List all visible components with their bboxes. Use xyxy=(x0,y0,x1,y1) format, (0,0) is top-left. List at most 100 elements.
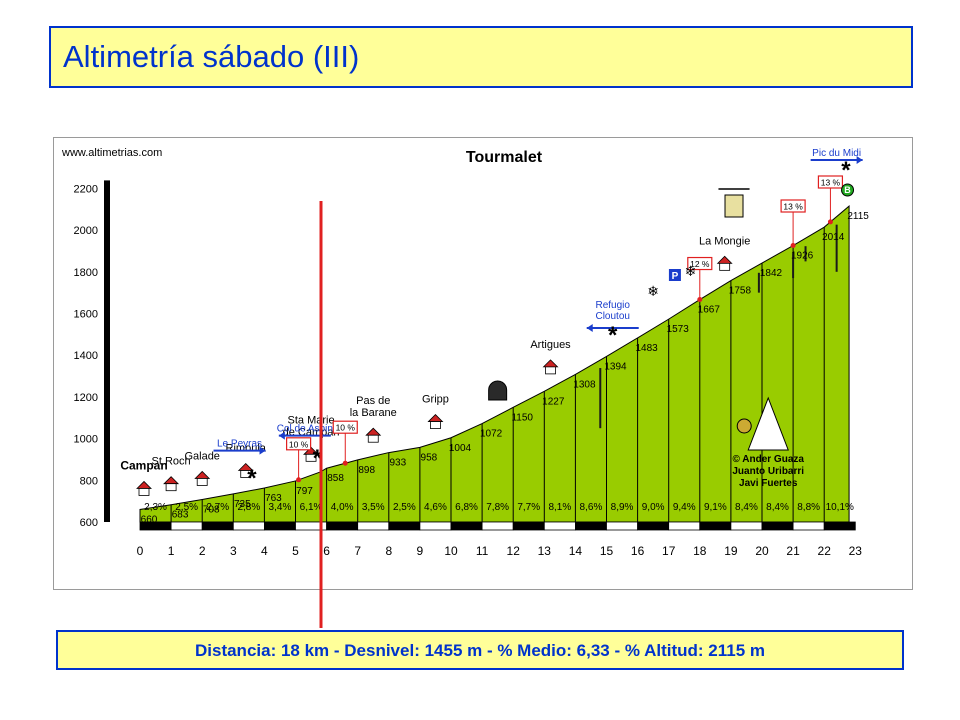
altitude-label: 958 xyxy=(421,452,438,463)
altitude-label: 858 xyxy=(327,473,344,484)
y-tick-label: 1000 xyxy=(74,434,98,446)
direction-arrow-head xyxy=(856,156,863,164)
grade-badge-dot xyxy=(790,243,796,249)
altitude-label: 735 xyxy=(234,499,251,510)
house-body-icon xyxy=(138,488,150,496)
house-icon xyxy=(365,427,382,443)
altitude-label: 1072 xyxy=(480,429,503,440)
altitude-label: 898 xyxy=(358,465,375,476)
viewpoint-asterisk-icon: * xyxy=(608,322,618,349)
altitude-label: 1573 xyxy=(667,324,690,335)
summary-text: Distancia: 18 km - Desnivel: 1455 m - % … xyxy=(194,641,765,660)
x-tick-label: 12 xyxy=(507,544,521,558)
x-tick-label: 7 xyxy=(354,544,361,558)
y-tick-label: 1800 xyxy=(74,267,98,279)
house-icon xyxy=(716,255,733,271)
viewpoint-asterisk-icon: * xyxy=(313,445,323,472)
place-label: Pas de xyxy=(356,395,390,407)
parking-icon-letter: P xyxy=(672,271,679,282)
altitude-label: 683 xyxy=(172,510,189,521)
elevation-profile-area xyxy=(139,205,850,523)
x-tick-label: 6 xyxy=(323,544,330,558)
x-tick-label: 18 xyxy=(693,544,707,558)
gradient-label: 2,7% xyxy=(206,502,229,513)
direction-label: Refugio xyxy=(595,300,630,311)
gradient-label: 2,8% xyxy=(237,502,260,513)
gradient-label: 8,9% xyxy=(611,502,634,513)
house-body-icon xyxy=(430,421,441,429)
gradient-label: 4,6% xyxy=(424,502,447,513)
x-tick-label: 20 xyxy=(755,544,769,558)
place-label: Sta Marie xyxy=(288,414,335,426)
y-tick-label: 1600 xyxy=(74,309,98,321)
gradient-label: 6,8% xyxy=(455,502,478,513)
house-body-icon xyxy=(545,366,556,375)
altitude-label: 1227 xyxy=(542,396,565,407)
direction-label: Pic du Midi xyxy=(812,148,861,159)
title-box: Altimetría sábado (III) xyxy=(49,26,913,88)
y-tick-label: 600 xyxy=(80,517,98,529)
direction-label: Le Peyras xyxy=(217,439,262,450)
direction-arrow-head xyxy=(259,446,266,455)
altitude-label: 763 xyxy=(265,493,282,504)
gradient-label: 9,4% xyxy=(673,502,696,513)
house-icon xyxy=(237,462,254,478)
x-tick-label: 17 xyxy=(662,544,676,558)
x-tick-label: 0 xyxy=(137,544,144,558)
y-tick-label: 2200 xyxy=(74,183,98,195)
gradient-label: 7,8% xyxy=(486,502,509,513)
place-label: St.Roch xyxy=(152,456,191,468)
x-tick-label: 14 xyxy=(569,544,583,558)
gradient-label: 2,5% xyxy=(393,502,416,513)
altitude-label: 1308 xyxy=(573,379,596,390)
grade-badge-dot xyxy=(827,219,833,225)
gradient-label: 7,7% xyxy=(517,502,540,513)
gradient-label: 8,1% xyxy=(548,502,571,513)
grade-badge-label: 10 % xyxy=(336,423,356,433)
x-tick-label: 3 xyxy=(230,544,237,558)
x-tick-label: 23 xyxy=(849,544,863,558)
house-icon xyxy=(427,413,444,429)
tunnel-icon xyxy=(488,380,508,401)
x-tick-label: 22 xyxy=(818,544,832,558)
x-tick-label: 2 xyxy=(199,544,206,558)
altitude-label: 1150 xyxy=(511,412,533,423)
snowflake-icon: ❄ xyxy=(685,263,697,279)
grade-badge-label: 12 % xyxy=(690,259,710,269)
grade-badge-label: 10 % xyxy=(289,439,309,449)
gradient-label: 8,8% xyxy=(797,502,820,513)
place-label: la Barane xyxy=(350,407,397,419)
y-scale-bar xyxy=(104,180,110,522)
direction-arrow-head xyxy=(278,431,285,440)
parking-icon xyxy=(668,269,681,281)
chart-title: Tourmalet xyxy=(466,149,543,166)
x-tick-label: 19 xyxy=(724,544,738,558)
gradient-label: 6,1% xyxy=(300,502,323,513)
x-tick-label: 1 xyxy=(168,544,175,558)
y-tick-label: 2000 xyxy=(74,225,98,237)
snowflake-icon: ❄ xyxy=(647,283,659,299)
house-body-icon xyxy=(367,434,379,443)
gradient-label: 3,4% xyxy=(269,502,292,513)
house-body-icon xyxy=(240,470,252,478)
altitude-label: 1004 xyxy=(449,443,472,454)
x-tick-label: 21 xyxy=(786,544,800,558)
altitude-label: 2014 xyxy=(822,232,845,243)
km-scale-segment xyxy=(823,521,856,531)
gradient-label: 9,1% xyxy=(704,502,727,513)
credit-line: Juanto Uribarri xyxy=(732,466,804,477)
summit-marker-letter: B xyxy=(844,185,851,195)
y-tick-label: 1400 xyxy=(74,350,98,362)
house-body-icon xyxy=(196,478,208,486)
summary-box: Distancia: 18 km - Desnivel: 1455 m - % … xyxy=(56,630,904,670)
house-body-icon xyxy=(719,262,731,271)
altitude-label: 797 xyxy=(296,486,313,497)
grade-badge-label: 13 % xyxy=(783,202,803,212)
house-icon xyxy=(542,359,559,375)
x-tick-label: 15 xyxy=(600,544,614,558)
altitude-label: 660 xyxy=(141,514,158,525)
place-label: Galade xyxy=(184,450,219,462)
gradient-label: 2,5% xyxy=(175,502,198,513)
gradient-label: 10,1% xyxy=(826,502,854,513)
